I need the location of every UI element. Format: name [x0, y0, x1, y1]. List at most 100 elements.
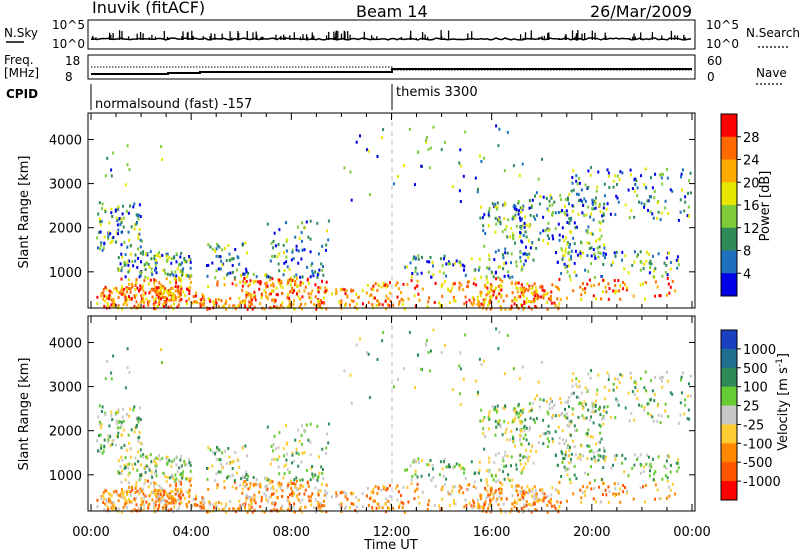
velocity-cell	[636, 397, 639, 401]
power-cell	[143, 300, 146, 304]
velocity-cell	[101, 405, 104, 409]
power-cell	[497, 284, 500, 288]
velocity-cell	[161, 456, 164, 460]
velocity-cell	[139, 448, 142, 452]
velocity-cell	[299, 486, 302, 490]
velocity-cell	[396, 484, 399, 488]
velocity-cell	[268, 495, 271, 499]
velocity-cell	[506, 454, 509, 458]
velocity-cell	[569, 445, 571, 449]
power-cell	[522, 287, 525, 291]
power-cell	[416, 150, 419, 154]
power-cell	[158, 297, 161, 301]
velocity-cell	[522, 437, 525, 440]
velocity-cell	[580, 444, 583, 448]
power-cell	[123, 263, 126, 267]
power-cell	[605, 252, 607, 256]
power-cell	[316, 305, 319, 309]
power-cell	[541, 288, 544, 292]
velocity-cell	[209, 503, 212, 507]
velocity-cell	[459, 466, 462, 470]
velocity-cell	[497, 479, 500, 483]
power-cell	[309, 219, 312, 223]
velocity-cell	[524, 462, 527, 466]
velocity-cell	[644, 484, 647, 487]
velocity-cell	[397, 490, 400, 494]
velocity-cell	[318, 471, 321, 475]
power-cell	[100, 243, 103, 247]
power-cell	[96, 295, 99, 299]
power-cell	[335, 288, 338, 292]
power-cell	[514, 241, 516, 245]
velocity-cell	[553, 403, 556, 407]
velocity-cell	[451, 388, 454, 392]
power-cell	[595, 189, 598, 193]
velocity-cell	[553, 504, 556, 508]
velocity-cell	[293, 502, 296, 506]
velocity-cell	[666, 476, 669, 480]
beam-title: Beam 14	[356, 2, 428, 21]
power-cell	[564, 265, 567, 269]
power-cell	[173, 295, 175, 298]
velocity-cell	[122, 494, 125, 498]
velocity-cell	[215, 472, 218, 476]
power-cell	[189, 257, 192, 261]
velocity-cell	[157, 492, 160, 496]
power-cell	[134, 296, 136, 299]
power-cell	[518, 216, 521, 220]
velocity-cell	[462, 491, 465, 495]
velocity-cell	[511, 494, 514, 498]
power-cell	[280, 281, 283, 285]
power-cell	[515, 286, 518, 290]
power-cell	[272, 298, 275, 302]
velocity-cell	[521, 507, 524, 511]
power-cell	[160, 283, 163, 287]
velocity-cell	[297, 464, 300, 468]
power-cell	[216, 283, 219, 287]
velocity-cell	[455, 462, 458, 466]
velocity-cell	[128, 486, 131, 489]
velocity-cell	[579, 453, 582, 457]
power-cell	[477, 187, 479, 191]
velocity-cell	[497, 468, 500, 472]
power-cell	[599, 251, 602, 255]
velocity-cell	[325, 446, 328, 450]
velocity-cell	[623, 470, 626, 474]
velocity-cell	[463, 471, 465, 475]
velocity-cell	[499, 486, 502, 490]
velocity-cell	[426, 463, 429, 467]
velocity-cell	[665, 466, 668, 470]
power-cell	[587, 185, 590, 189]
velocity-cell	[131, 463, 134, 467]
power-cell	[180, 293, 182, 297]
power-cell	[542, 296, 545, 300]
velocity-cell	[152, 491, 155, 495]
power-cell	[386, 284, 389, 288]
velocity-cell	[523, 505, 526, 508]
power-cell	[322, 296, 325, 300]
power-cell	[679, 210, 682, 214]
power-cell	[665, 256, 668, 260]
power-cell	[604, 285, 607, 289]
power-cell	[522, 252, 525, 256]
power-cell	[154, 268, 156, 272]
velocity-cell	[139, 418, 142, 421]
power-cell	[526, 282, 529, 286]
velocity-cell	[265, 476, 268, 480]
power-cell	[671, 189, 674, 193]
power-cell	[352, 289, 355, 293]
velocity-cell	[497, 503, 500, 507]
velocity-cell	[370, 496, 373, 500]
velocity-cell	[525, 490, 528, 494]
power-cell	[485, 275, 488, 279]
velocity-cell	[376, 491, 379, 495]
power-cell	[346, 294, 349, 298]
velocity-cell	[644, 500, 646, 504]
velocity-cell	[303, 428, 306, 432]
power-cell	[303, 289, 306, 293]
power-cell	[170, 261, 173, 265]
power-cell	[389, 299, 392, 303]
power-cell	[111, 239, 114, 243]
power-cell	[612, 289, 615, 293]
velocity-cell	[139, 487, 142, 491]
